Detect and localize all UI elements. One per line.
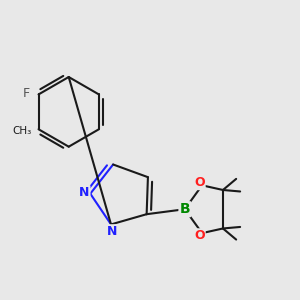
Text: O: O (194, 176, 205, 189)
Text: CH₃: CH₃ (12, 126, 32, 136)
Text: O: O (194, 229, 205, 242)
Text: B: B (179, 202, 190, 216)
Text: N: N (79, 186, 89, 199)
Text: N: N (107, 225, 117, 238)
Text: F: F (22, 87, 29, 100)
